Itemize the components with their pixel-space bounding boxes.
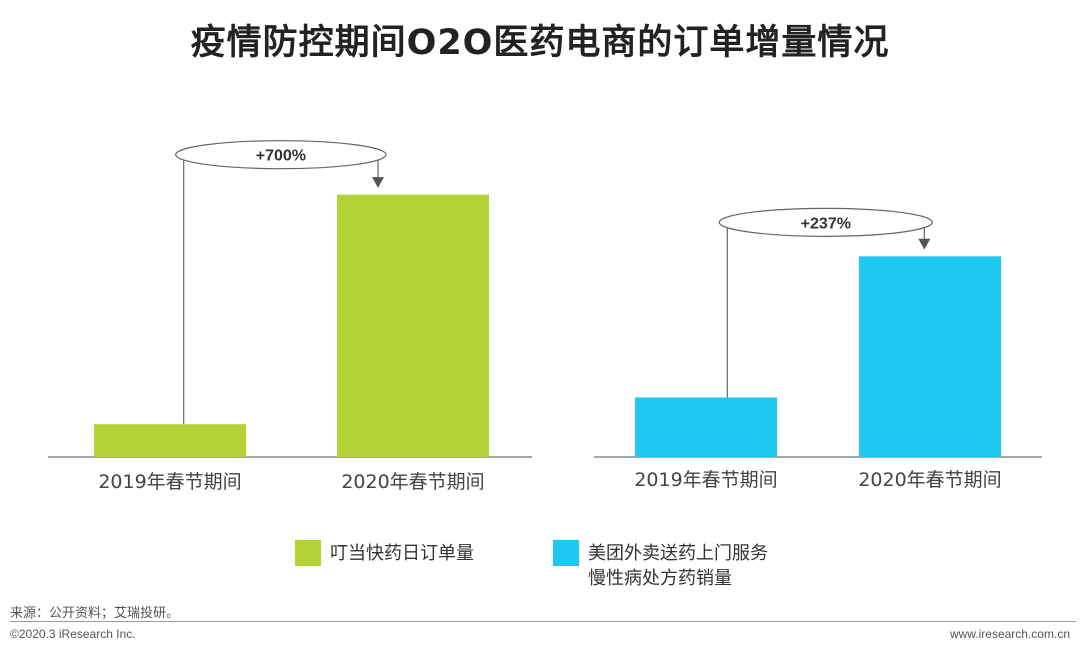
- bar-charts: 2019年春节期间 2020年春节期间 +700% 2019年春节期间 2020年春节期…: [48, 140, 1042, 493]
- growth-label-0: +700%: [256, 148, 306, 165]
- legend-swatch-dingdang: [295, 540, 321, 566]
- bar-0-0: [94, 424, 246, 457]
- x-tick-label-1-0: 2019年春节期间: [634, 469, 777, 491]
- legend-swatch-meituan: [553, 540, 579, 566]
- bar-0-1: [337, 194, 489, 457]
- growth-label-1: +237%: [801, 215, 851, 232]
- source-note: 来源：公开资料；艾瑞投研。: [10, 606, 180, 621]
- website-link[interactable]: www.iresearch.com.cn: [949, 627, 1070, 641]
- chart-title: 疫情防控期间O2O医药电商的订单增量情况: [190, 23, 890, 63]
- growth-ellipse-0: [175, 140, 387, 170]
- copyright: ©2020.3 iResearch Inc.: [10, 627, 136, 641]
- x-tick-label-0-1: 2020年春节期间: [341, 471, 484, 493]
- legend-label-meituan: 美团外卖送药上门服务 慢性病处方药销量: [588, 541, 768, 591]
- legend-label-meituan-line2: 慢性病处方药销量: [588, 568, 732, 589]
- legend-label-meituan-line1: 美团外卖送药上门服务: [588, 543, 768, 564]
- x-tick-label-0-0: 2019年春节期间: [98, 471, 241, 493]
- legend-label-dingdang: 叮当快药日订单量: [330, 543, 474, 564]
- bar-1-0: [635, 397, 777, 457]
- footer-divider: [10, 621, 1076, 622]
- growth-ellipse-1: [718, 207, 933, 237]
- x-tick-label-1-1: 2020年春节期间: [858, 469, 1001, 491]
- bar-1-1: [859, 256, 1001, 457]
